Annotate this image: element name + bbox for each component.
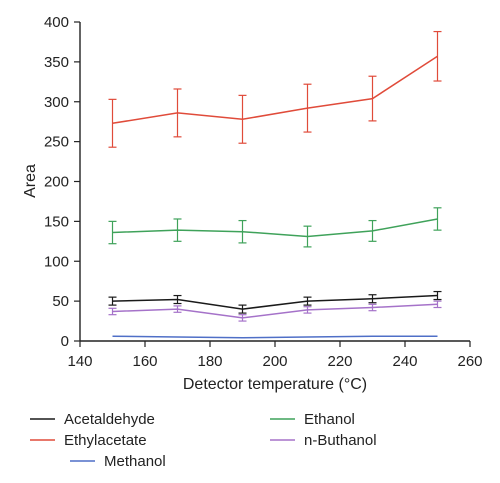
x-tick-label: 180	[197, 353, 222, 370]
y-axis-title: Area	[22, 164, 39, 198]
y-tick-label: 250	[44, 134, 69, 151]
series-acetaldehyde	[108, 290, 442, 314]
series-n-buthanol	[108, 300, 442, 322]
legend-label: Ethylacetate	[64, 432, 147, 449]
ticks: 140 160 180 200 220 240 260 0 50 100 150 200 250 300 3…	[44, 14, 483, 370]
x-tick-label: 240	[392, 353, 417, 370]
series-methanol	[112, 335, 438, 339]
legend-item: Methanol	[70, 453, 166, 470]
x-axis-title: Detector temperature (°C)	[183, 376, 367, 393]
x-tick-label: 160	[132, 353, 157, 370]
series-ethylacetate	[108, 30, 442, 148]
y-tick-label: 0	[61, 333, 69, 350]
y-tick-label: 50	[52, 293, 69, 310]
legend-item: Acetaldehyde	[30, 411, 155, 428]
legend-item: n-Buthanol	[270, 432, 377, 449]
legend-item: Ethanol	[270, 411, 355, 428]
legend-label: Acetaldehyde	[64, 411, 155, 428]
legend-label: Ethanol	[304, 411, 355, 428]
series-line	[112, 218, 438, 238]
series-line	[112, 294, 438, 310]
x-tick-label: 140	[67, 353, 92, 370]
series-line	[112, 55, 438, 125]
axes	[79, 22, 470, 342]
series-ethanol	[108, 207, 442, 248]
legend-label: n-Buthanol	[304, 432, 377, 449]
y-tick-label: 100	[44, 253, 69, 270]
series-line	[112, 335, 438, 339]
y-tick-label: 150	[44, 213, 69, 230]
legend-item: Ethylacetate	[30, 432, 147, 449]
y-tick-label: 200	[44, 174, 69, 191]
x-tick-label: 200	[262, 353, 287, 370]
y-tick-label: 300	[44, 94, 69, 111]
series-group	[108, 30, 442, 339]
x-tick-label: 220	[327, 353, 352, 370]
legend: Acetaldehyde Ethylacetate Methanol Ethanol n…	[30, 411, 377, 470]
series-line	[112, 303, 438, 319]
y-tick-label: 400	[44, 14, 69, 31]
legend-label: Methanol	[104, 453, 166, 470]
x-tick-label: 260	[457, 353, 482, 370]
y-tick-label: 350	[44, 54, 69, 71]
